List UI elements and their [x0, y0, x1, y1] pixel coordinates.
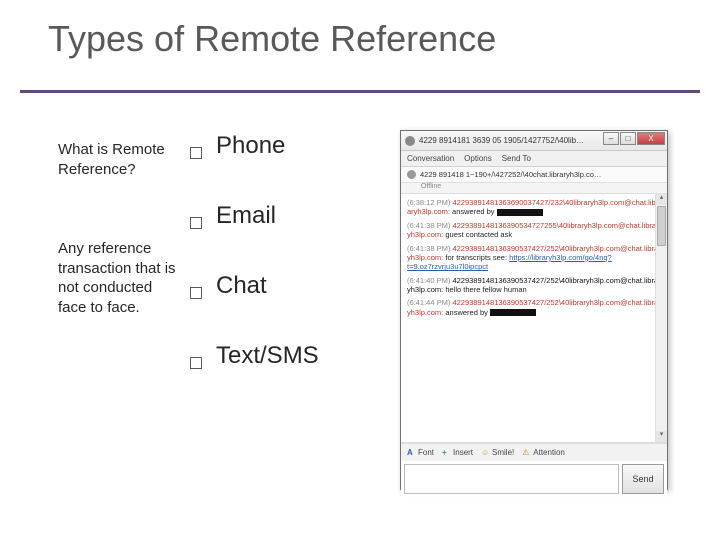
bullet-label: Phone: [216, 132, 285, 160]
msg-timestamp: (6:41:38 PM): [407, 221, 450, 230]
contact-status: Offline: [401, 183, 667, 193]
left-question: What is Remote Reference?: [58, 140, 178, 179]
window-controls: – □ X: [603, 132, 665, 145]
bullet-marker-icon: [190, 357, 202, 369]
scrollbar[interactable]: ▴ ▾: [655, 194, 667, 442]
scroll-thumb[interactable]: [657, 206, 666, 246]
list-item: Chat: [190, 272, 370, 300]
presence-icon: [407, 170, 416, 179]
font-icon: A: [407, 448, 416, 457]
list-item: Phone: [190, 132, 370, 160]
contact-id: 4229 891418 1~190+/\427252/\40chat.libra…: [420, 170, 601, 179]
bullet-label: Email: [216, 202, 276, 230]
bullet-label: Chat: [216, 272, 267, 300]
menu-options[interactable]: Options: [464, 154, 492, 163]
chat-message: (6:41:44 PM) 4229389148136390537427/252\…: [407, 298, 661, 317]
plus-icon: +: [442, 448, 451, 457]
bullet-list: Phone Email Chat Text/SMS: [190, 132, 370, 412]
list-item: Text/SMS: [190, 342, 370, 370]
chat-message: (6:38:12 PM) 42293891481363690037427/232…: [407, 198, 661, 217]
left-column: What is Remote Reference? Any reference …: [58, 140, 178, 317]
redacted-bar: [490, 309, 536, 316]
menu-conversation[interactable]: Conversation: [407, 154, 454, 163]
msg-timestamp: (6:38:12 PM): [407, 198, 450, 207]
msg-timestamp: (6:41:38 PM): [407, 244, 450, 253]
redacted-bar: [497, 209, 543, 216]
scroll-up-icon[interactable]: ▴: [656, 194, 667, 205]
tool-font[interactable]: AFont: [407, 448, 434, 457]
maximize-button[interactable]: □: [620, 132, 636, 145]
bullet-marker-icon: [190, 217, 202, 229]
msg-text: guest contacted ask: [445, 230, 512, 239]
bullet-marker-icon: [190, 287, 202, 299]
msg-text: hello there fellow human: [445, 285, 526, 294]
window-titlebar[interactable]: 4229 8914181 3639 05 1905/1427752/\40lib…: [401, 131, 667, 151]
left-answer: Any reference transaction that is not co…: [58, 239, 178, 317]
scroll-down-icon[interactable]: ▾: [656, 431, 667, 442]
msg-text: answered by: [445, 308, 488, 317]
contact-header: 4229 891418 1~190+/\427252/\40chat.libra…: [401, 167, 667, 183]
close-button[interactable]: X: [637, 132, 665, 145]
chat-message: (6:41:38 PM) 4229389148136390537427/252\…: [407, 244, 661, 272]
chat-message: (6:41:40 PM) 4229389148136390537427/252\…: [407, 276, 661, 295]
presence-icon: [405, 136, 415, 146]
attention-icon: ⚠: [522, 448, 531, 457]
chat-format-toolbar: AFont +Insert ☺Smile! ⚠Attention: [401, 443, 667, 461]
tool-smile[interactable]: ☺Smile!: [481, 448, 514, 457]
menu-sendto[interactable]: Send To: [502, 154, 531, 163]
msg-timestamp: (6:41:44 PM): [407, 298, 450, 307]
chat-message: (6:41:38 PM) 4229389148136390534727255\4…: [407, 221, 661, 240]
msg-text: answered by: [452, 207, 495, 216]
send-button[interactable]: Send: [622, 464, 664, 494]
chat-input[interactable]: [404, 464, 619, 494]
chat-transcript: (6:38:12 PM) 42293891481363690037427/232…: [401, 193, 667, 443]
tool-attention[interactable]: ⚠Attention: [522, 448, 565, 457]
minimize-button[interactable]: –: [603, 132, 619, 145]
msg-text: for transcripts see:: [445, 253, 507, 262]
chat-menu-bar: Conversation Options Send To: [401, 151, 667, 167]
window-title: 4229 8914181 3639 05 1905/1427752/\40lib…: [419, 136, 584, 145]
bullet-label: Text/SMS: [216, 342, 319, 370]
slide-title: Types of Remote Reference: [0, 0, 720, 60]
smile-icon: ☺: [481, 448, 490, 457]
bullet-marker-icon: [190, 147, 202, 159]
chat-window: 4229 8914181 3639 05 1905/1427752/\40lib…: [400, 130, 668, 490]
list-item: Email: [190, 202, 370, 230]
msg-timestamp: (6:41:40 PM): [407, 276, 450, 285]
tool-insert[interactable]: +Insert: [442, 448, 473, 457]
chat-input-area: Send: [401, 461, 667, 497]
title-rule: [20, 90, 700, 93]
